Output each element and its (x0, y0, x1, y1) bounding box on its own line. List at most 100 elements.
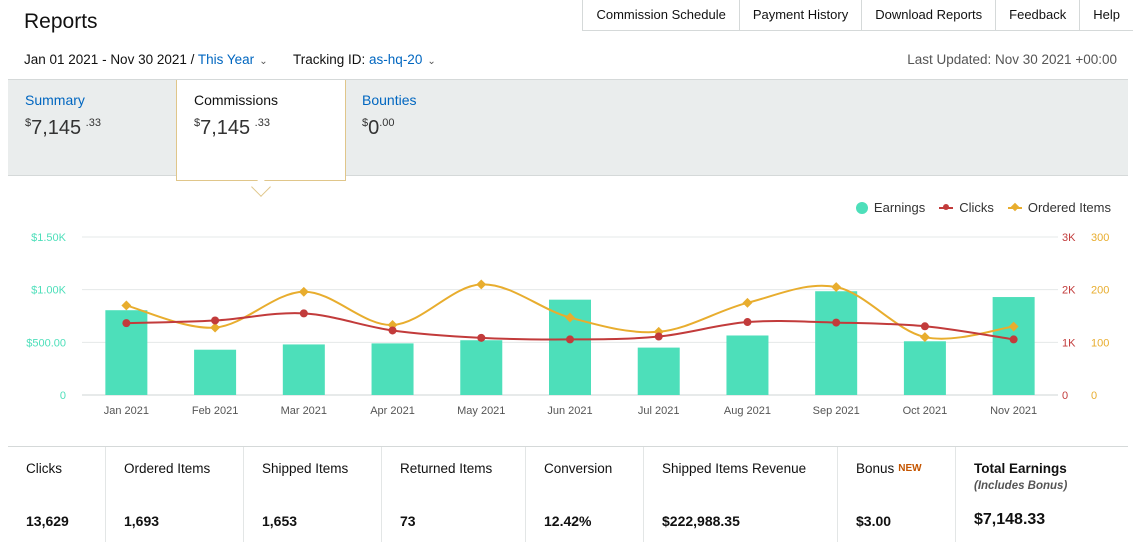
clicks-point (743, 318, 752, 327)
chart-legend: Earnings Clicks Ordered Items (855, 200, 1111, 215)
stat-shipped-items: Shipped Items 1,653 (244, 447, 382, 542)
y-right2-tick-label: 300 (1091, 232, 1109, 244)
stat-bonus: Bonus NEW $3.00 (838, 447, 956, 542)
stat-revenue-value: $222,988.35 (662, 513, 740, 529)
clicks-point (211, 316, 220, 325)
stat-ordered-items-label: Ordered Items (124, 461, 211, 476)
tracking-id-selector[interactable]: as-hq-20 (369, 52, 423, 67)
stat-revenue-label: Shipped Items Revenue (662, 461, 807, 476)
x-tick-label: Feb 2021 (192, 405, 238, 417)
stat-total-earnings: Total Earnings (Includes Bonus) $7,148.3… (956, 447, 1128, 542)
tracking-id-label: Tracking ID: (293, 52, 366, 67)
ordered-items-point (831, 282, 842, 292)
stat-total-earnings-label: Total Earnings (974, 461, 1067, 476)
commission-schedule-link[interactable]: Commission Schedule (583, 0, 740, 30)
tab-summary-label: Summary (25, 92, 85, 108)
ordered-items-point (121, 300, 132, 311)
summary-amount: $7,145 .33 (25, 117, 101, 139)
commissions-amount: $7,145 .33 (194, 117, 270, 139)
stat-conversion-value: 12.42% (544, 513, 592, 529)
x-tick-label: Jan 2021 (104, 405, 149, 417)
earnings-bar (903, 341, 946, 395)
stat-shipped-items-revenue: Shipped Items Revenue $222,988.35 (644, 447, 838, 542)
payment-history-link[interactable]: Payment History (740, 0, 863, 30)
earnings-bar (282, 344, 325, 395)
stat-clicks-label: Clicks (26, 461, 62, 476)
earnings-bar (371, 343, 414, 395)
chevron-down-icon[interactable]: ⌄ (259, 56, 268, 67)
download-reports-link[interactable]: Download Reports (862, 0, 997, 30)
stat-conversion-label: Conversion (544, 461, 613, 476)
y-right-tick-label: 2K (1062, 285, 1076, 297)
ordered-items-point (298, 286, 309, 297)
report-tabs: Summary $7,145 .33 Commissions $7,145 .3… (8, 79, 1128, 181)
x-tick-label: Jul 2021 (638, 405, 680, 417)
tracking-id-filter[interactable]: Tracking ID: as-hq-20 ⌄ (293, 52, 436, 67)
x-tick-label: Oct 2021 (903, 405, 948, 417)
clicks-point (566, 335, 574, 344)
stat-shipped-items-label: Shipped Items (262, 461, 349, 476)
stat-bonus-label: Bonus NEW (856, 461, 922, 476)
legend-ordered-items[interactable]: Ordered Items (1007, 200, 1111, 215)
y-right-tick-label: 1K (1062, 337, 1076, 349)
filter-bar: Jan 01 2021 - Nov 30 2021 / This Year ⌄ T… (0, 44, 1133, 78)
help-link[interactable]: Help (1093, 7, 1120, 22)
stat-returned-items: Returned Items 73 (382, 447, 526, 542)
page-title: Reports (24, 10, 98, 33)
top-navigation: Commission Schedule Payment History Down… (582, 0, 1133, 31)
stat-shipped-items-value: 1,653 (262, 513, 298, 529)
clicks-point (388, 326, 397, 335)
ordered-items-point (565, 312, 575, 323)
x-tick-label: Jun 2021 (547, 405, 592, 417)
stat-ordered-items-value: 1,693 (124, 513, 160, 529)
last-updated-text: Last Updated: Nov 30 2021 +00:00 (907, 52, 1117, 67)
ordered-items-point (742, 297, 753, 308)
ordered-items-point (1008, 321, 1019, 332)
legend-ordered-items-label: Ordered Items (1027, 200, 1111, 215)
stat-conversion: Conversion 12.42% (526, 447, 644, 542)
y-right2-tick-label: 200 (1091, 285, 1109, 297)
tab-summary[interactable]: Summary $7,145 .33 (8, 80, 176, 176)
clicks-point (920, 322, 929, 331)
y-right-tick-label: 3K (1062, 232, 1076, 244)
clicks-point (122, 319, 131, 328)
legend-earnings[interactable]: Earnings (855, 200, 926, 215)
chevron-down-icon[interactable]: ⌄ (427, 56, 436, 67)
ordered-items-point (476, 279, 487, 290)
stats-row: Clicks 13,629 Ordered Items 1,693 Shippe… (8, 446, 1128, 542)
x-tick-label: Apr 2021 (370, 405, 415, 417)
tab-bounties[interactable]: Bounties $0.00 (345, 80, 515, 176)
date-range-text: Jan 01 2021 - Nov 30 2021 / (24, 52, 195, 67)
bounties-amount: $0.00 (362, 117, 395, 139)
period-selector[interactable]: This Year (197, 52, 255, 67)
ordered-items-swatch (1007, 206, 1022, 209)
stat-ordered-items: Ordered Items 1,693 (106, 447, 244, 542)
y-left-tick-label: 0 (60, 390, 66, 402)
x-tick-label: Nov 2021 (990, 405, 1037, 417)
y-right-tick-label: 0 (1062, 390, 1068, 402)
new-badge: NEW (898, 463, 922, 474)
stat-returned-items-label: Returned Items (400, 461, 493, 476)
ordered-items-point (210, 322, 221, 333)
chart-canvas: 0 0 0 $500.00 1K 100 $1.00K 2K 200 $1.50K 3K 300 Jan… (26, 232, 1109, 417)
feedback-link[interactable]: Feedback (996, 0, 1081, 30)
clicks-point (477, 333, 486, 342)
clicks-point (1009, 335, 1018, 344)
legend-clicks[interactable]: Clicks (939, 200, 994, 215)
earnings-bar (637, 347, 680, 395)
legend-clicks-label: Clicks (959, 200, 994, 215)
ordered-items-point (919, 332, 930, 343)
y-left-tick-label: $500.00 (26, 337, 66, 349)
clicks-point (299, 309, 308, 318)
stat-clicks: Clicks 13,629 (8, 447, 106, 542)
legend-earnings-label: Earnings (873, 200, 926, 215)
earnings-bar (460, 340, 503, 395)
clicks-swatch (939, 203, 954, 210)
x-tick-label: May 2021 (457, 405, 505, 417)
earnings-bar (194, 349, 237, 395)
date-range-filter[interactable]: Jan 01 2021 - Nov 30 2021 / This Year ⌄ (24, 52, 268, 67)
y-right2-tick-label: 100 (1091, 337, 1109, 349)
tab-commissions[interactable]: Commissions $7,145 .33 (176, 80, 346, 181)
earnings-bar (992, 297, 1035, 395)
earnings-chart: Earnings Clicks Ordered Items 0 0 0 $500.00… (8, 182, 1128, 445)
